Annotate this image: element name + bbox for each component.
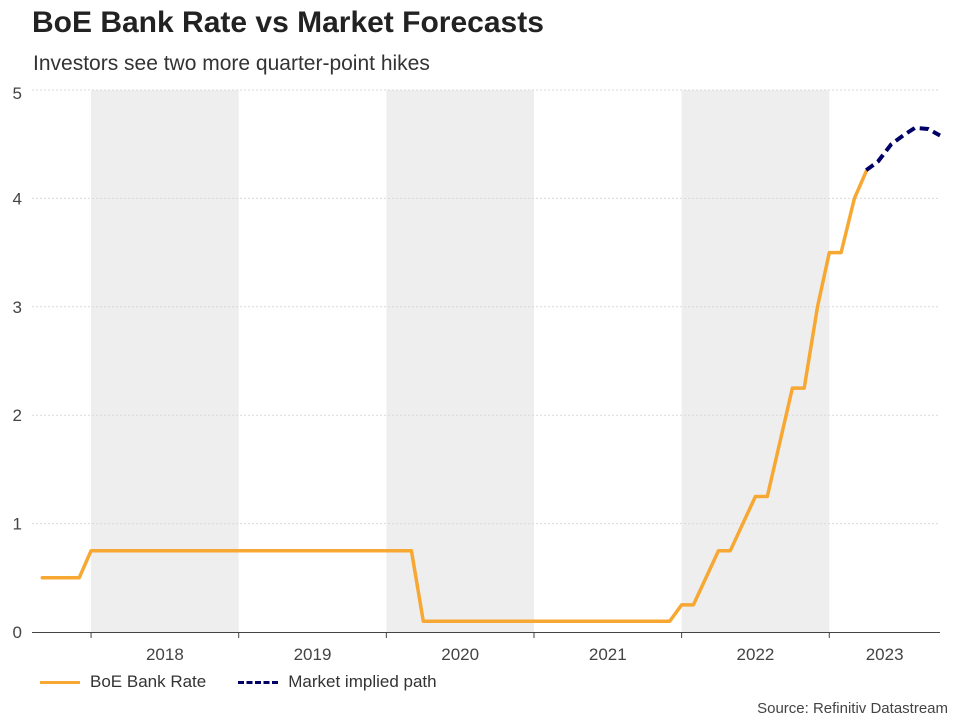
x-tick-label: 2022 [737, 645, 775, 664]
y-tick-label: 0 [13, 623, 22, 642]
legend-swatch-market-path [238, 680, 279, 684]
legend: BoE Bank Rate Market implied path [40, 672, 469, 692]
y-tick-label: 3 [13, 298, 22, 317]
legend-label-market-path: Market implied path [288, 672, 437, 691]
legend-item-bank-rate: BoE Bank Rate [40, 672, 206, 692]
year-band-2022 [681, 90, 830, 632]
legend-swatch-bank-rate [40, 680, 80, 684]
x-tick-label: 2018 [146, 645, 184, 664]
series-line-bank-rate [40, 169, 868, 623]
y-tick-label: 1 [13, 515, 22, 534]
x-tick-label: 2020 [441, 645, 479, 664]
chart-title: BoE Bank Rate vs Market Forecasts [32, 6, 544, 39]
chart-subtitle: Investors see two more quarter-point hik… [33, 52, 430, 75]
legend-item-market-path: Market implied path [238, 672, 437, 692]
x-tick-label: 2023 [866, 645, 904, 664]
y-tick-label: 5 [13, 84, 22, 103]
series-line-market-path [865, 125, 941, 172]
year-band-2018 [91, 90, 239, 632]
legend-label-bank-rate: BoE Bank Rate [90, 672, 207, 691]
source-note: Source: Refinitiv Datastream [757, 700, 948, 717]
year-band-2020 [386, 90, 534, 632]
y-tick-label: 2 [13, 406, 22, 425]
y-tick-label: 4 [13, 189, 22, 208]
x-tick-label: 2021 [589, 645, 627, 664]
x-tick-label: 2019 [294, 645, 332, 664]
